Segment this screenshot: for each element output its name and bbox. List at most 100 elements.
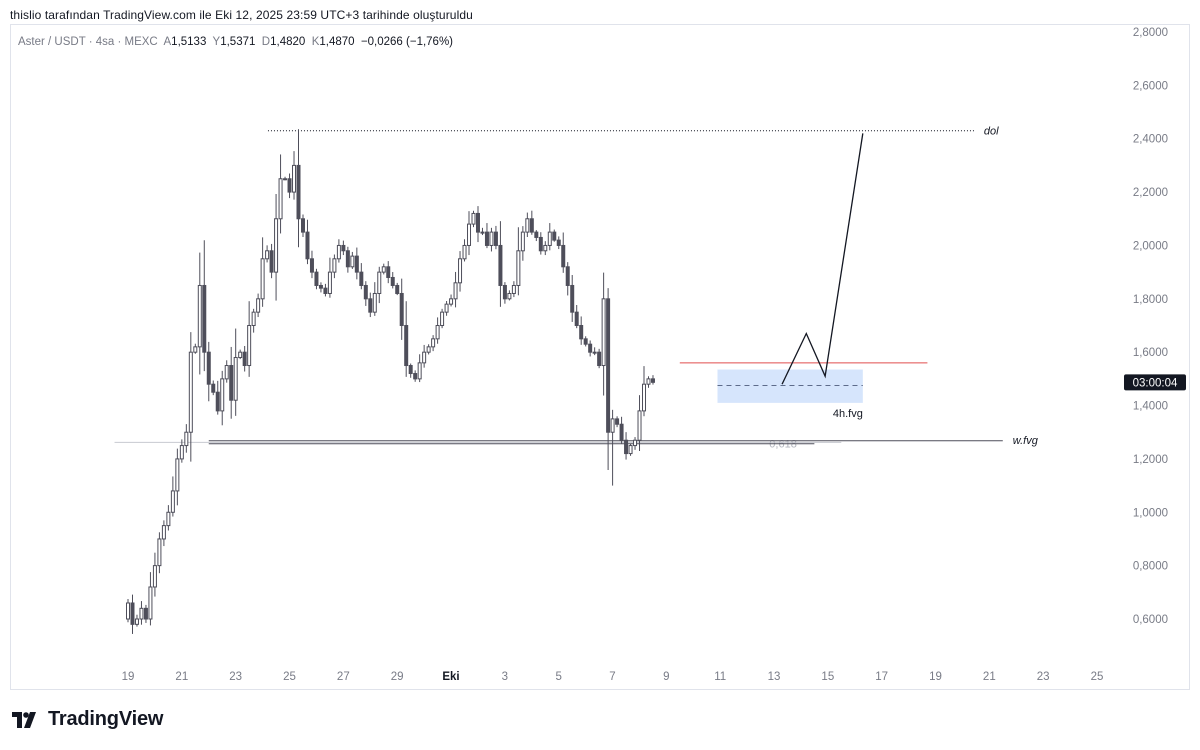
candle-body[interactable] [538,236,543,252]
candle-body[interactable] [642,383,647,412]
candle-body[interactable] [404,325,409,367]
candle-body[interactable] [467,223,472,246]
candle-body[interactable] [314,271,319,286]
candle-body[interactable] [525,218,530,233]
candle-body[interactable] [202,284,207,353]
candle-body[interactable] [458,258,463,284]
candle-body[interactable] [215,391,220,412]
candle-body[interactable] [341,244,346,252]
candle-body[interactable] [327,271,332,294]
candle-body[interactable] [130,602,135,625]
candle-body[interactable] [408,365,413,375]
candle-body[interactable] [637,410,642,441]
candle-body[interactable] [166,511,171,527]
candle-body[interactable] [511,284,516,294]
candle-body[interactable] [148,586,153,620]
candle-body[interactable] [395,284,400,294]
candle-body[interactable] [386,266,391,278]
candle-body[interactable] [197,284,202,348]
candle-body[interactable] [498,244,503,286]
candle-body[interactable] [422,351,427,364]
candle-body[interactable] [283,178,288,181]
candle-body[interactable] [372,292,377,313]
candle-body[interactable] [606,298,611,433]
candle-body[interactable] [475,212,480,233]
candle-body[interactable] [471,212,476,225]
candle-body[interactable] [507,292,512,300]
candle-body[interactable] [543,244,548,252]
candle-body[interactable] [444,303,449,313]
candle-body[interactable] [211,383,216,393]
candle-body[interactable] [431,338,436,348]
candle-body[interactable] [363,284,368,300]
candle-body[interactable] [650,378,655,383]
candle-body[interactable] [565,266,570,286]
candle-body[interactable] [556,239,561,246]
candle-body[interactable] [502,284,507,300]
projection-path[interactable] [781,133,864,385]
candle-body[interactable] [287,178,292,193]
candle-body[interactable] [175,458,180,492]
candle-body[interactable] [251,311,256,326]
candle-body[interactable] [139,607,144,620]
candle-body[interactable] [193,346,198,353]
candle-body[interactable] [413,373,418,380]
candle-body[interactable] [624,439,629,455]
candle-body[interactable] [143,607,148,620]
candle-body[interactable] [292,164,297,193]
candle-body[interactable] [323,287,328,294]
candle-body[interactable] [184,431,189,447]
fvg-4h-box[interactable] [717,369,863,403]
candle-body[interactable] [233,357,238,401]
candle-body[interactable] [336,244,341,260]
candle-body[interactable] [224,365,229,380]
candle-body[interactable] [305,231,310,260]
candle-body[interactable] [615,418,620,425]
candle-body[interactable] [561,244,566,268]
candle-body[interactable] [462,244,467,260]
candle-body[interactable] [628,445,633,455]
candle-body[interactable] [170,490,175,513]
candle-body[interactable] [552,231,557,241]
candle-body[interactable] [260,258,265,300]
candle-body[interactable] [300,218,305,233]
candle-body[interactable] [296,164,301,220]
candle-body[interactable] [449,298,454,305]
candle-body[interactable] [242,351,247,367]
candle-body[interactable] [247,325,252,367]
candle-body[interactable] [435,325,440,340]
candle-body[interactable] [238,351,243,359]
candle-body[interactable] [579,325,584,340]
candle-body[interactable] [179,445,184,460]
candle-body[interactable] [368,298,373,313]
candle-body[interactable] [570,284,575,313]
candle-body[interactable] [574,311,579,326]
candle-body[interactable] [547,231,552,246]
candle-body[interactable] [359,271,364,286]
candle-body[interactable] [597,351,602,367]
candle-body[interactable] [484,231,489,246]
candle-body[interactable] [274,218,279,273]
candle-body[interactable] [269,250,274,273]
candle-body[interactable] [588,343,593,353]
candle-body[interactable] [188,351,193,433]
candle-body[interactable] [161,525,166,540]
candle-body[interactable] [126,602,130,620]
candle-body[interactable] [529,218,534,233]
candle-body[interactable] [489,231,494,246]
candle-body[interactable] [390,276,395,286]
candle-body[interactable] [440,311,445,326]
candle-body[interactable] [381,266,386,273]
candle-body[interactable] [332,258,337,273]
candle-body[interactable] [610,418,615,433]
candle-body[interactable] [206,351,211,385]
candle-body[interactable] [350,255,355,268]
candle-body[interactable] [592,351,597,354]
candle-body[interactable] [516,250,521,286]
candle-body[interactable] [426,346,431,353]
candle-body[interactable] [265,250,270,260]
candle-body[interactable] [278,178,283,220]
candle-body[interactable] [157,538,162,567]
candle-body[interactable] [309,258,314,273]
